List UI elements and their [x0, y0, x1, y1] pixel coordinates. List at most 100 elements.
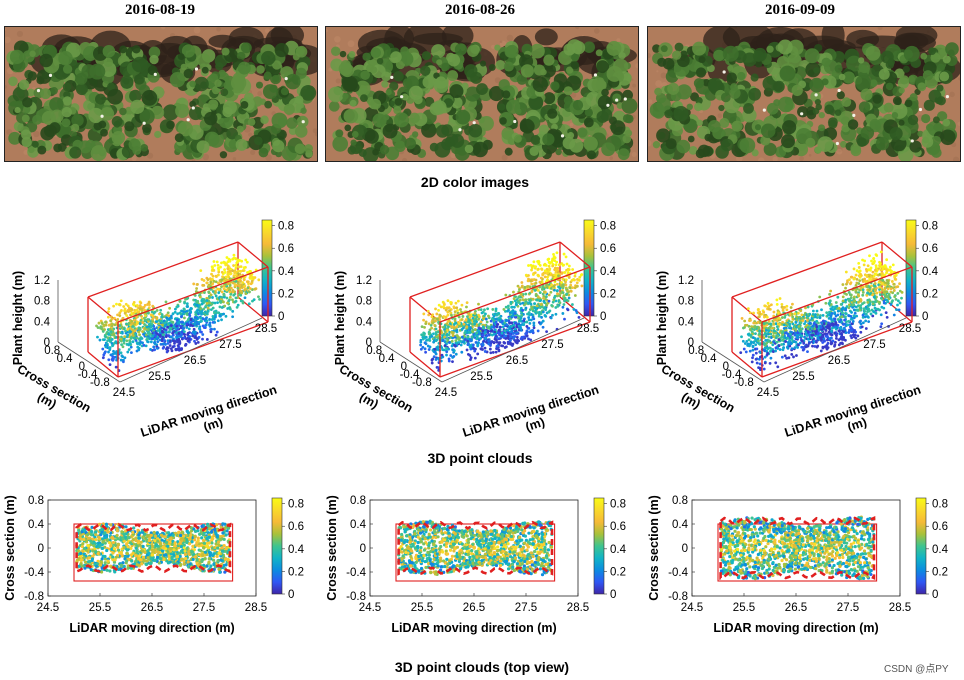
cloud-point	[824, 322, 828, 326]
cloud-point	[829, 307, 833, 311]
cloud-point	[434, 307, 437, 311]
cloud-point	[444, 315, 448, 319]
cloud-point	[135, 308, 139, 312]
cloud-point	[167, 317, 171, 321]
cloud-point	[539, 299, 542, 303]
cloud-point	[115, 319, 119, 322]
cloud-point	[148, 336, 152, 340]
cloud-point	[165, 316, 169, 320]
cloud-point	[503, 329, 507, 333]
cloud-point	[220, 270, 224, 274]
cloud-point	[769, 303, 773, 307]
cloud-point	[241, 281, 245, 284]
cloud-point	[493, 330, 497, 334]
cloud-point	[561, 312, 565, 315]
cloud-point	[236, 286, 240, 290]
cloud-point	[541, 292, 545, 296]
cloud-point	[242, 266, 246, 270]
cloud-point	[767, 319, 771, 323]
cloud-point	[852, 267, 856, 271]
cloud-point	[451, 360, 454, 364]
cloud-point	[213, 327, 216, 331]
cloud-point	[206, 306, 210, 310]
cloud-point	[504, 309, 507, 313]
cloud-point	[778, 323, 782, 326]
cloud-point	[542, 290, 546, 294]
cloud-point	[774, 331, 778, 335]
cloud-point	[788, 322, 792, 326]
cloud-point	[555, 260, 559, 264]
cloud-point	[871, 314, 875, 318]
cloud-point	[436, 336, 440, 340]
cloud-point	[560, 281, 564, 284]
cloud-point	[493, 337, 497, 341]
cloud-point	[553, 294, 557, 298]
cloud-point	[567, 296, 571, 300]
cloud-point	[759, 351, 762, 355]
cloud-point	[422, 333, 426, 337]
cloud-point	[455, 325, 459, 328]
cloud-point	[862, 307, 866, 311]
cloud-point	[868, 277, 872, 281]
cloud-point	[751, 348, 755, 352]
cloud-point	[561, 283, 565, 287]
cloud-point	[827, 321, 830, 325]
cloud-point	[443, 324, 447, 327]
cloud-point	[788, 336, 792, 339]
cloud-point	[740, 335, 743, 339]
cloud-point	[762, 310, 766, 314]
cloud-point	[549, 290, 553, 294]
cloud-point	[878, 308, 881, 312]
cloud-point	[544, 295, 548, 299]
cloud-point	[518, 288, 521, 291]
cloud-point	[570, 278, 574, 282]
y-tick-label: -0.8	[734, 377, 754, 389]
cloud-point	[177, 332, 181, 335]
cloud-point	[161, 346, 165, 350]
cloud-point	[453, 317, 457, 321]
cloud-point	[754, 343, 758, 347]
cloud-point	[245, 280, 249, 284]
cloud-point	[243, 284, 247, 288]
cloud-point	[135, 320, 139, 324]
cloud-point	[221, 531, 225, 535]
cloud-point	[834, 336, 838, 340]
cloud-point	[97, 321, 101, 325]
cloud-point	[142, 305, 146, 309]
cloud-point	[162, 319, 166, 323]
cloud-point	[225, 288, 229, 292]
cloud-point	[212, 317, 216, 321]
cloud-point	[168, 321, 171, 325]
cloud-point	[573, 294, 577, 297]
cloud-point	[781, 348, 785, 352]
canopy-photo-3	[648, 27, 960, 161]
cloud-point	[531, 315, 535, 319]
cloud-point	[231, 257, 235, 261]
cloud-point	[447, 340, 451, 344]
colorbar-tick-label: 0.4	[278, 266, 295, 278]
cloud-point	[195, 287, 198, 290]
cloud-point	[808, 321, 812, 325]
cloud-point	[861, 288, 865, 292]
cloud-point	[137, 330, 141, 334]
cloud-point	[213, 301, 217, 305]
cloud-point	[864, 268, 868, 271]
cloud-point	[847, 319, 851, 323]
cloud-point	[507, 308, 510, 312]
x-tick-label: 24.5	[757, 387, 779, 399]
cloud-point	[796, 311, 800, 315]
cloud-point	[866, 315, 870, 318]
cloud-point	[429, 323, 433, 327]
cloud-point	[808, 333, 812, 337]
cloud-point	[106, 315, 110, 319]
cloud-point	[891, 291, 895, 295]
cloud-point	[841, 283, 845, 286]
cloud-point	[794, 320, 798, 324]
cloud-point	[519, 337, 523, 341]
y-tick-label: -0.8	[90, 377, 110, 389]
x-axis-label: LiDAR moving direction(m)	[461, 383, 605, 454]
cloud-point	[487, 339, 491, 343]
cloud-point	[522, 323, 526, 327]
cloud-point	[473, 356, 477, 360]
cloud-point	[469, 356, 473, 360]
